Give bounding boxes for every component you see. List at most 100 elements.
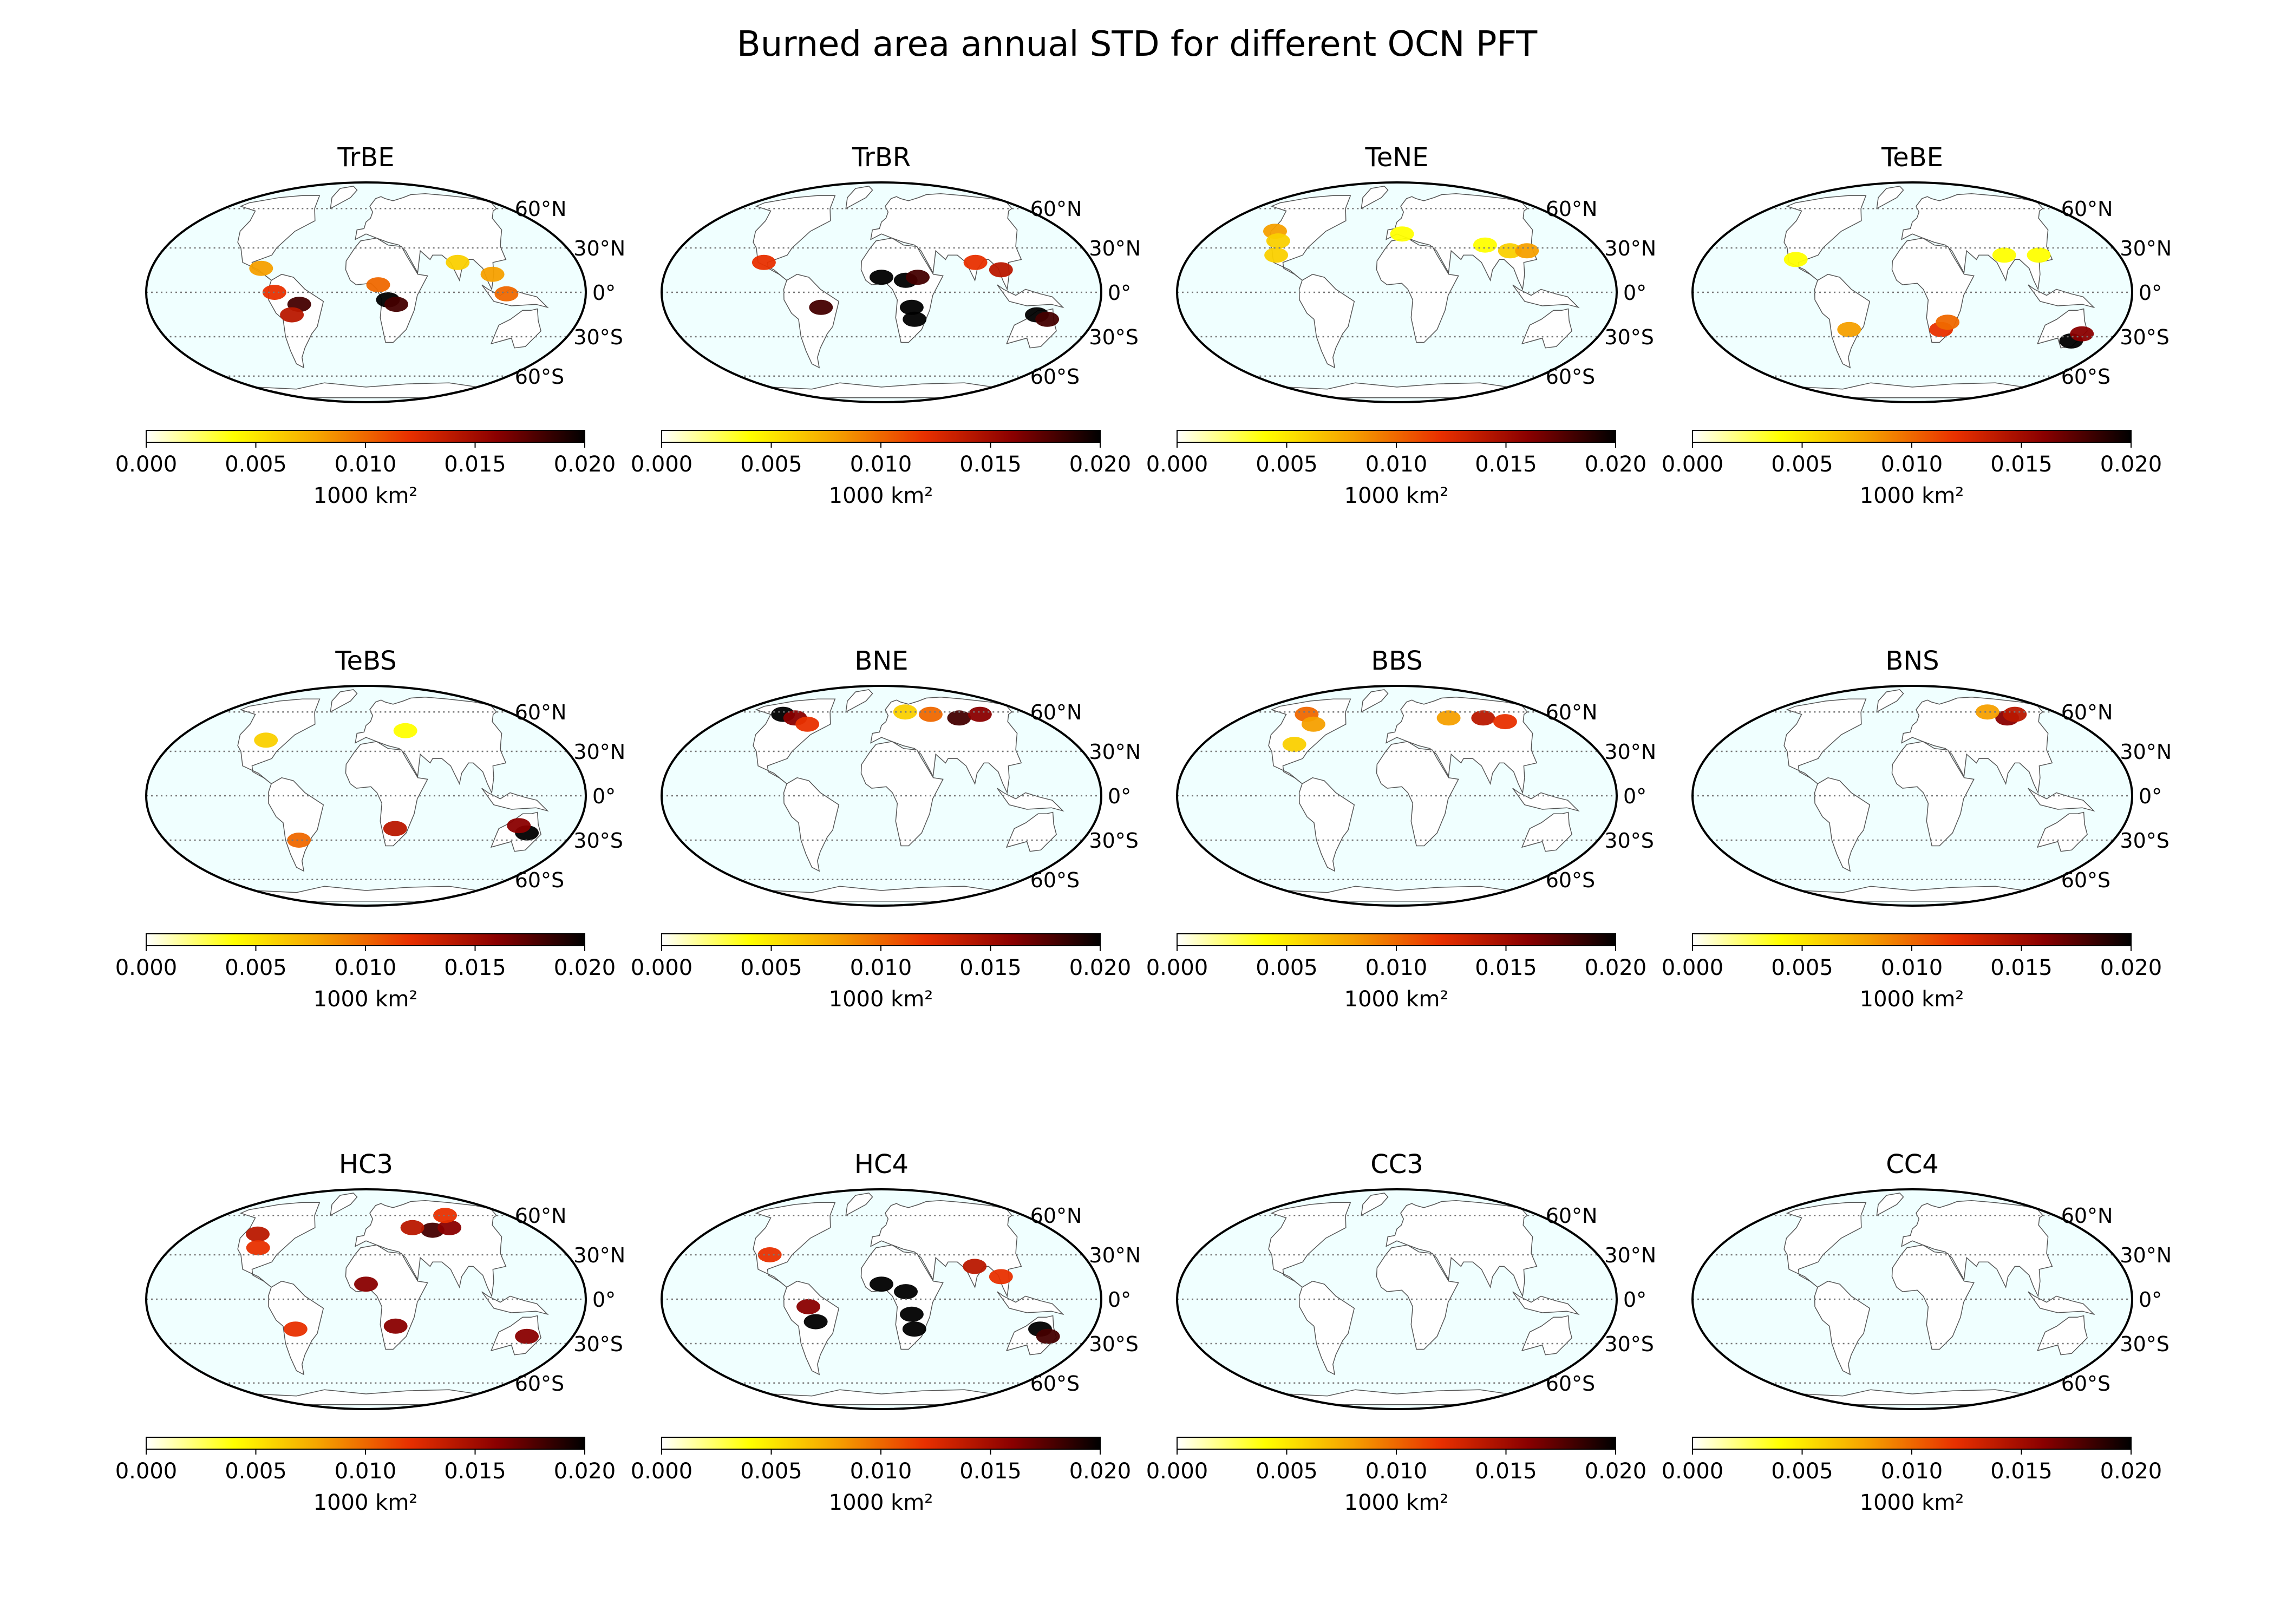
colorbar-tick-label: 0.005 [740,955,802,980]
colorbar: 0.000 0.005 0.010 0.015 0.020 1000 km² [1662,933,2162,1012]
parallel-label: 30°S [1089,829,1138,853]
continent-outline [355,193,507,291]
colorbar: 0.000 0.005 0.010 0.015 0.020 1000 km² [1146,430,1646,508]
colorbar-tick-label: 0.005 [225,955,287,980]
continent-outline [355,697,507,794]
panel-title: TrBR [852,142,911,173]
burned-area-hotspot [446,254,470,270]
map-border [1691,181,2133,403]
parallel-label: 0° [1623,784,1646,808]
colorbar-gradient [146,430,585,443]
continent-outline [481,788,549,812]
colorbar-tick-label: 0.005 [740,452,802,477]
land-layer [237,689,549,902]
colorbar: 0.000 0.005 0.010 0.015 0.020 1000 km² [631,1437,1131,1515]
colorbar: 0.000 0.005 0.010 0.015 0.020 1000 km² [631,933,1131,1012]
colorbar-gradient [661,1437,1101,1450]
colorbar-gradient [1692,1437,2132,1450]
colorbar-tick-label: 0.005 [740,1459,802,1484]
land-layer [753,1193,1064,1405]
burned-area-hotspot [1498,243,1522,259]
burned-area-hotspot [384,297,408,312]
burned-area-hotspot [899,1306,924,1322]
colorbar-tick-label: 0.015 [1990,955,2053,980]
burned-area-hotspot [795,716,820,732]
burned-area-hotspot [1266,233,1290,248]
colorbar-tick-label: 0.010 [1365,955,1428,980]
parallel-label: 60°S [515,365,564,389]
parallel-label: 60°S [1546,365,1595,389]
parallel-label: 60°S [1030,868,1080,892]
continent-outline [845,186,873,209]
continent-outline [345,741,428,847]
parallel-label: 30°S [1089,1332,1138,1356]
parallel-label: 0° [1108,1288,1131,1312]
continent-outline [783,273,840,369]
burned-area-hotspot [870,1276,893,1292]
colorbar: 0.000 0.005 0.010 0.015 0.020 1000 km² [1146,1437,1646,1515]
colorbar-tick-label: 0.015 [959,955,1022,980]
colorbar-gradient [661,933,1101,946]
colorbar-tick-label: 0.010 [1365,452,1428,477]
continent-outline [1361,1193,1389,1216]
colorbar-tick-label: 0.000 [115,452,178,477]
continent-outline [1268,195,1351,281]
continent-outline [355,1200,507,1298]
continent-outline [845,1193,873,1216]
colorbar: 0.000 0.005 0.010 0.015 0.020 1000 km² [631,430,1132,508]
colorbar-tick-label: 0.020 [2100,955,2162,980]
burned-area-hotspot [383,821,407,836]
panel-title: BBS [1371,646,1422,676]
colorbar-tick-label: 0.005 [1771,1459,1833,1484]
parallel-label: 30°S [573,1332,623,1356]
continent-outline [1800,886,2024,902]
land-layer [753,689,1064,902]
continent-outline [254,1389,478,1405]
burned-area-hotspot [437,1220,462,1235]
colorbar-tick-label: 0.010 [335,1459,397,1484]
map-border [145,1188,587,1410]
burned-area-hotspot [1301,716,1325,732]
colorbar-tick-label: 0.010 [335,452,397,477]
continent-outline [237,1202,321,1288]
continent-outline [1814,777,1871,872]
burned-area-hotspot [902,1321,926,1337]
parallel-label: 30°S [1089,325,1138,349]
colorbar-gradient [1177,430,1616,443]
burned-area-hotspot [400,1220,424,1235]
burned-area-hotspot [963,254,988,270]
land-layer [237,1193,549,1405]
continent-outline [2028,788,2095,812]
burned-area-hotspot [894,1284,918,1300]
land-layer [1783,1193,2095,1405]
map-border [1176,1188,1618,1410]
colorbar-tick-label: 0.020 [1069,452,1132,477]
colorbar-tick-label: 0.020 [1585,955,1647,980]
continent-outline [1285,886,1509,902]
parallel-label: 60°N [515,1204,567,1228]
burned-area-hotspot [1473,237,1497,253]
parallel-label: 60°N [515,700,567,724]
map-panel: BNE 60°N 30°N 0° 30°S 60°S 0.000 0.005 0.010 0.01… [631,646,1141,1012]
colorbar-label: 1000 km² [829,483,933,508]
colorbar: 0.000 0.005 0.010 0.015 0.020 1000 km² [1662,1437,2162,1515]
parallel-label: 0° [592,1288,616,1312]
colorbar-tick-label: 0.010 [1881,452,1943,477]
colorbar-tick-label: 0.000 [1146,1459,1208,1484]
colorbar-gradient [1692,430,2132,443]
parallel-label: 60°N [1546,197,1598,221]
parallel-label: 30°N [2120,740,2172,764]
continent-outline [769,1389,994,1405]
continent-outline [1891,741,1975,847]
continent-outline [783,777,840,872]
colorbar-tick-label: 0.005 [1771,452,1833,477]
burned-area-hotspot [1936,315,1960,330]
parallel-label: 0° [1108,784,1131,808]
colorbar-gradient [1177,1437,1616,1450]
burned-area-hotspot [383,1318,408,1334]
continent-outline [1298,273,1355,369]
colorbar-tick-label: 0.000 [115,955,178,980]
